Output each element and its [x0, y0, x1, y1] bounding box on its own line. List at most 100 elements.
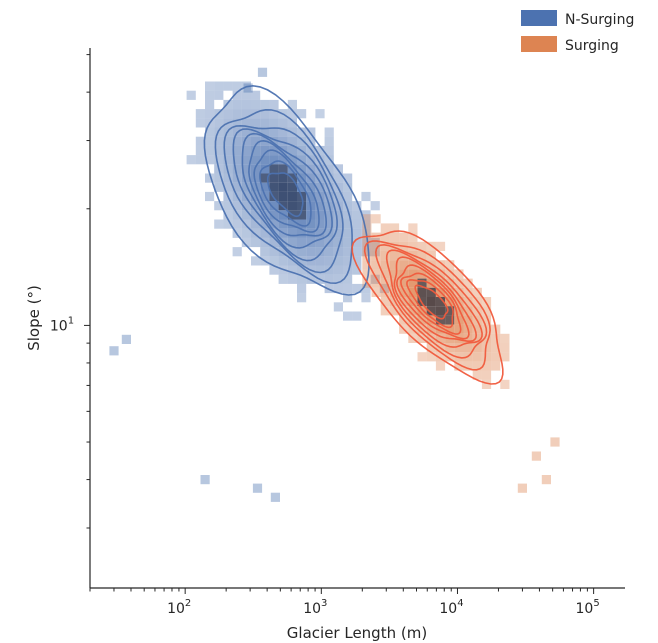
hist-cell	[251, 99, 261, 110]
hist-cell	[260, 99, 270, 110]
contour-line	[406, 279, 454, 329]
hist-cell	[251, 118, 261, 128]
hist-cell	[481, 333, 492, 343]
hist-cell	[278, 237, 288, 248]
hist-cell	[241, 228, 251, 238]
hist-cell	[491, 333, 501, 343]
hist-cell	[445, 278, 455, 288]
hist-cell	[343, 283, 353, 294]
hist-cell	[324, 145, 334, 156]
hist-cell	[195, 109, 205, 119]
hist-cell	[315, 182, 325, 192]
hist-cell	[333, 210, 343, 220]
hist-cell	[343, 182, 353, 192]
contour-line	[266, 172, 304, 218]
hist-cell	[454, 324, 464, 334]
contour-line	[393, 256, 478, 342]
hist-cell	[287, 228, 297, 238]
hist-cell	[445, 343, 455, 353]
hist-cell	[333, 237, 343, 248]
hist-cell	[297, 283, 307, 294]
hist-cell	[297, 293, 307, 303]
hist-cell	[333, 265, 343, 275]
hist-cell	[454, 269, 464, 279]
hist-cell	[324, 265, 334, 275]
hist-cell	[251, 136, 261, 146]
hist-cell	[297, 127, 307, 137]
hist-cell	[297, 265, 307, 275]
hist-outlier-cell	[517, 483, 527, 493]
hist-cell	[195, 118, 205, 128]
hist-cell	[269, 164, 279, 174]
hist-cell	[500, 352, 510, 362]
hist-cell	[435, 297, 446, 307]
hist-cell	[269, 109, 279, 119]
hist-cell	[251, 228, 261, 238]
hist-cell	[472, 343, 482, 353]
hist-outlier-cell	[121, 334, 131, 344]
hist-cell	[269, 136, 279, 146]
hist-cell	[472, 370, 482, 380]
hist-cell	[297, 228, 307, 238]
hist-cell	[205, 173, 215, 183]
hist-cell	[287, 247, 297, 257]
hist-cell	[426, 297, 436, 307]
hist-cell	[371, 278, 381, 288]
hist-cell	[435, 306, 446, 316]
hist-cell	[333, 247, 343, 257]
hist-cell	[278, 127, 288, 137]
hist-cell	[241, 155, 251, 165]
hist-cell	[481, 352, 492, 362]
hist-cell	[491, 361, 501, 371]
hist-cell	[269, 219, 279, 229]
hist-cell	[205, 155, 215, 165]
hist-cell	[408, 297, 418, 307]
hist-cell	[324, 191, 334, 202]
hist-cell	[315, 247, 325, 257]
hist-cell	[241, 182, 251, 192]
hist-outlier-cell	[200, 475, 210, 485]
hist-cell	[297, 219, 307, 229]
hist-cell	[297, 109, 307, 119]
hist-cell	[399, 260, 409, 270]
hist-cell	[324, 219, 334, 229]
hist-cell	[287, 99, 297, 110]
hist-cell	[223, 182, 233, 192]
hist-cell	[278, 191, 288, 202]
hist-cell	[260, 182, 270, 192]
hist-cell	[389, 232, 400, 242]
hist-cell	[232, 182, 242, 192]
hist-cell	[260, 247, 270, 257]
hist-cell	[362, 214, 372, 224]
hist-cell	[278, 155, 288, 165]
hist-cell	[380, 251, 390, 261]
hist-cell	[426, 278, 436, 288]
hist-cell	[260, 228, 270, 238]
hist-cell	[251, 145, 261, 156]
hist-cell	[287, 182, 297, 192]
hist-cell	[269, 210, 279, 220]
hist-cell	[454, 287, 464, 297]
hist-cell	[324, 283, 334, 294]
hist-cell	[251, 155, 261, 165]
hist-cell	[223, 136, 233, 146]
hist-cell	[260, 164, 270, 174]
hist-cell	[241, 109, 251, 119]
hist-cell	[343, 210, 353, 220]
hist-cell	[269, 99, 279, 110]
hist-cell	[241, 237, 251, 248]
hist-cell	[333, 302, 343, 312]
hist-cell	[362, 260, 372, 270]
hist-outlier-cell	[109, 346, 119, 356]
hist-cell	[223, 145, 233, 156]
hist-cell	[195, 155, 205, 165]
hist-outlier-cell	[531, 451, 541, 461]
hist-cell	[214, 145, 224, 156]
hist-cell	[232, 145, 242, 156]
hist-cell	[435, 260, 446, 270]
hist-cell	[241, 90, 251, 100]
hist-cell	[205, 81, 215, 91]
hist-cell	[241, 210, 251, 220]
hist-cell	[297, 155, 307, 165]
hist-cell	[389, 269, 400, 279]
